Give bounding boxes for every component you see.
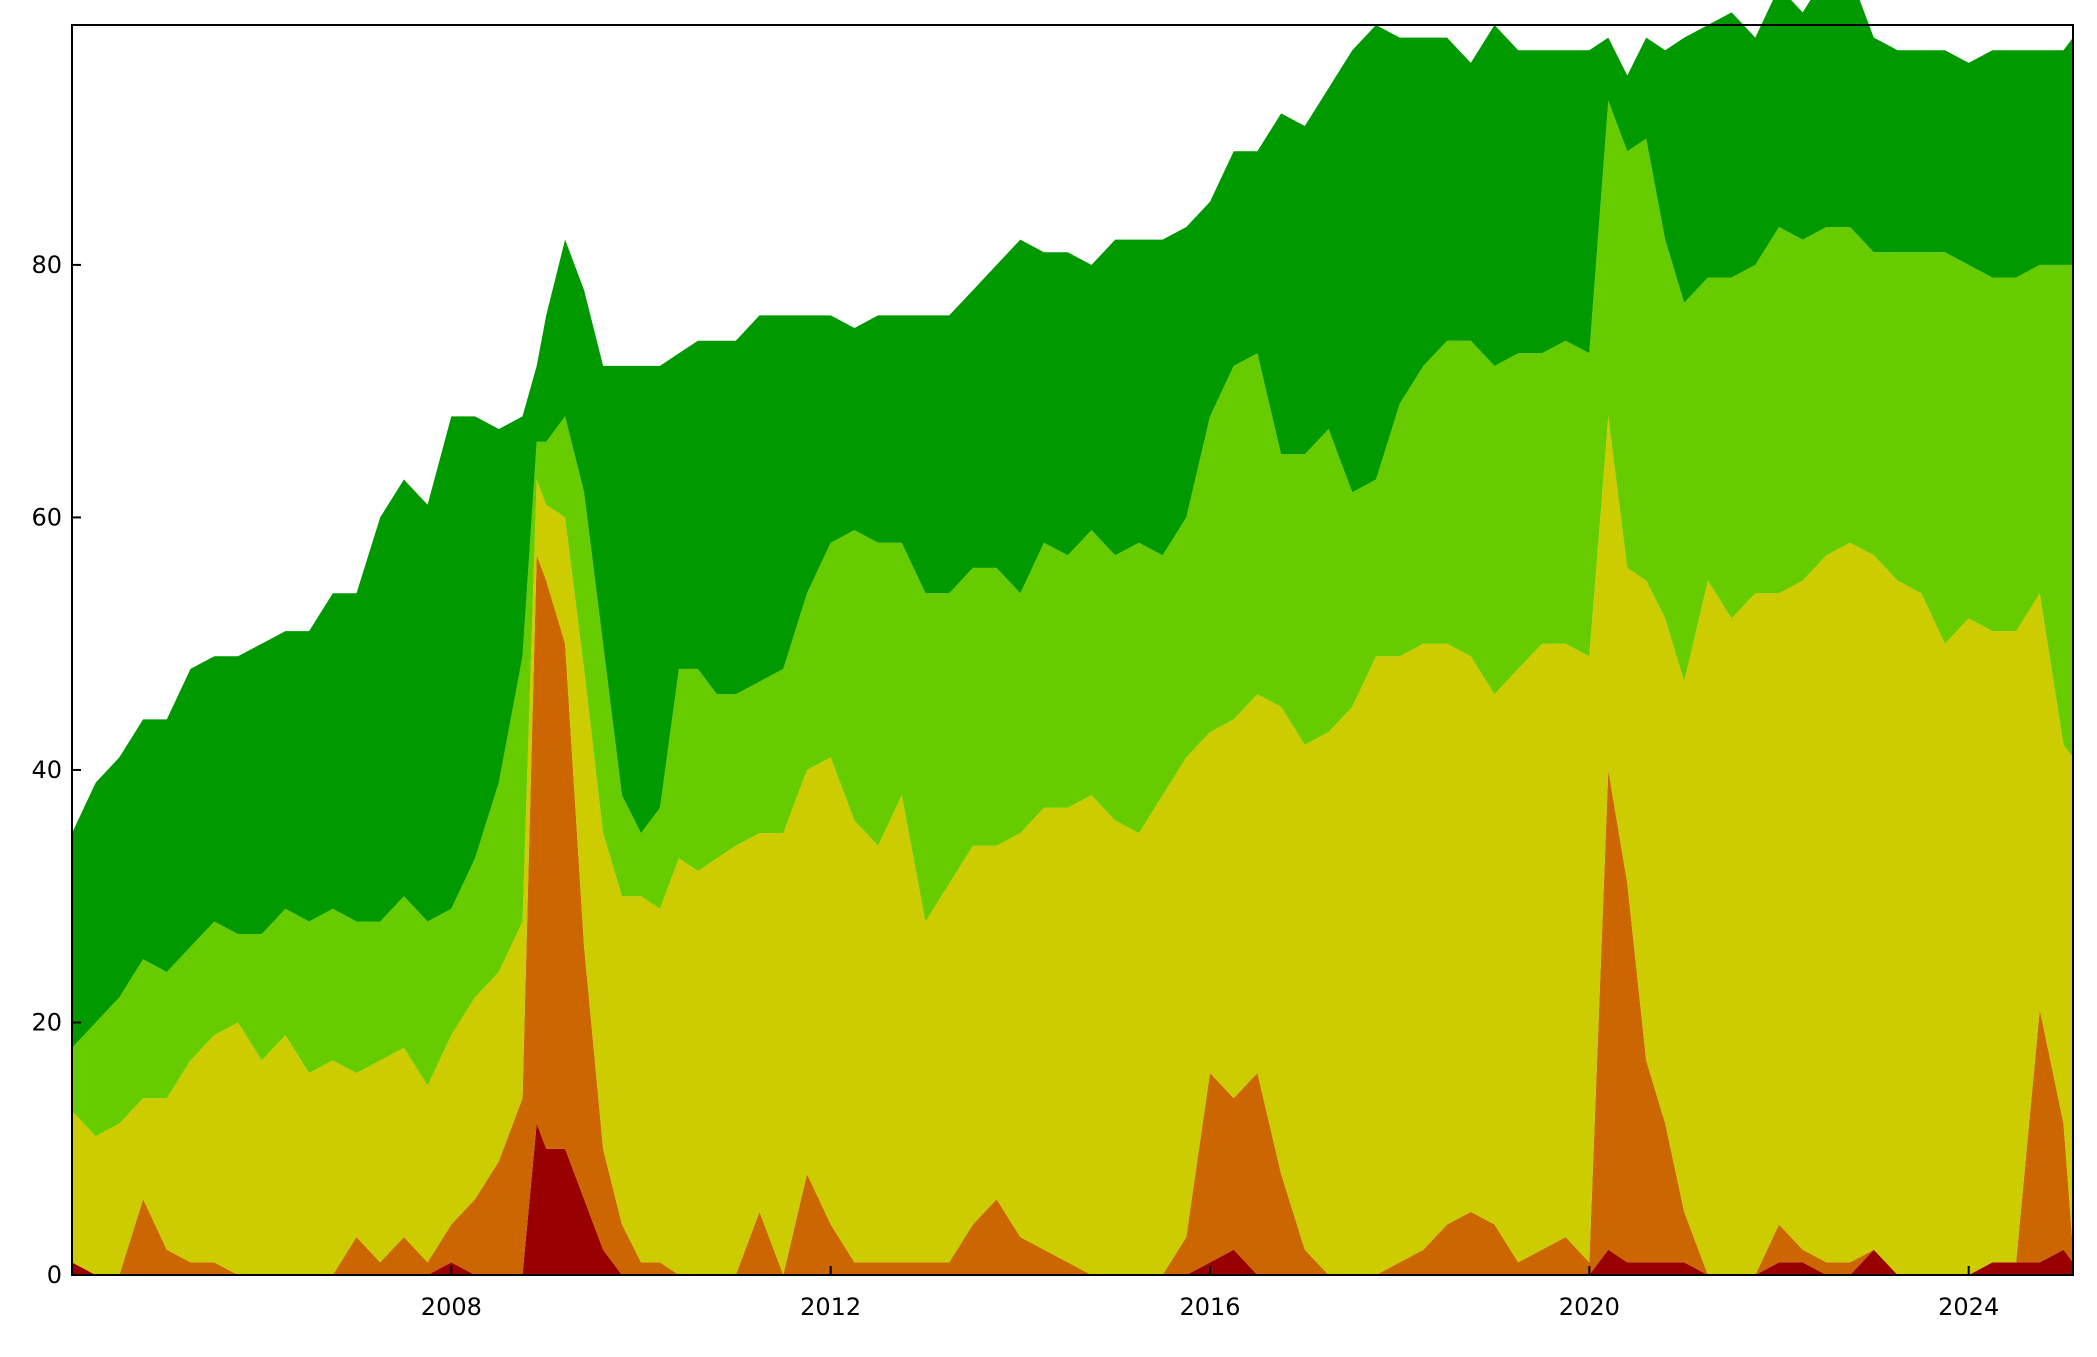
y-tick-label: 80 <box>31 251 62 279</box>
axes: 2008 2012 2016 2020 2024 0 20 40 60 80 <box>31 24 2074 1321</box>
area-series-4 <box>72 0 2073 1048</box>
x-tick-label: 2012 <box>800 1293 861 1321</box>
y-tick-label: 20 <box>31 1008 62 1036</box>
area-series-1 <box>72 555 2073 1275</box>
area-layers <box>72 0 2073 1275</box>
y-tick-label: 0 <box>47 1261 62 1289</box>
plot-frame <box>71 24 2074 1276</box>
x-tick-label: 2008 <box>421 1293 482 1321</box>
x-tick-label: 2024 <box>1938 1293 1999 1321</box>
y-tick-label: 40 <box>31 756 62 784</box>
area-series-0 <box>72 1123 2073 1275</box>
area-series-3 <box>72 100 2073 1137</box>
x-tick-label: 2016 <box>1179 1293 1240 1321</box>
x-tick-label: 2020 <box>1559 1293 1620 1321</box>
area-series-2 <box>72 416 2073 1275</box>
y-tick-label: 60 <box>31 503 62 531</box>
